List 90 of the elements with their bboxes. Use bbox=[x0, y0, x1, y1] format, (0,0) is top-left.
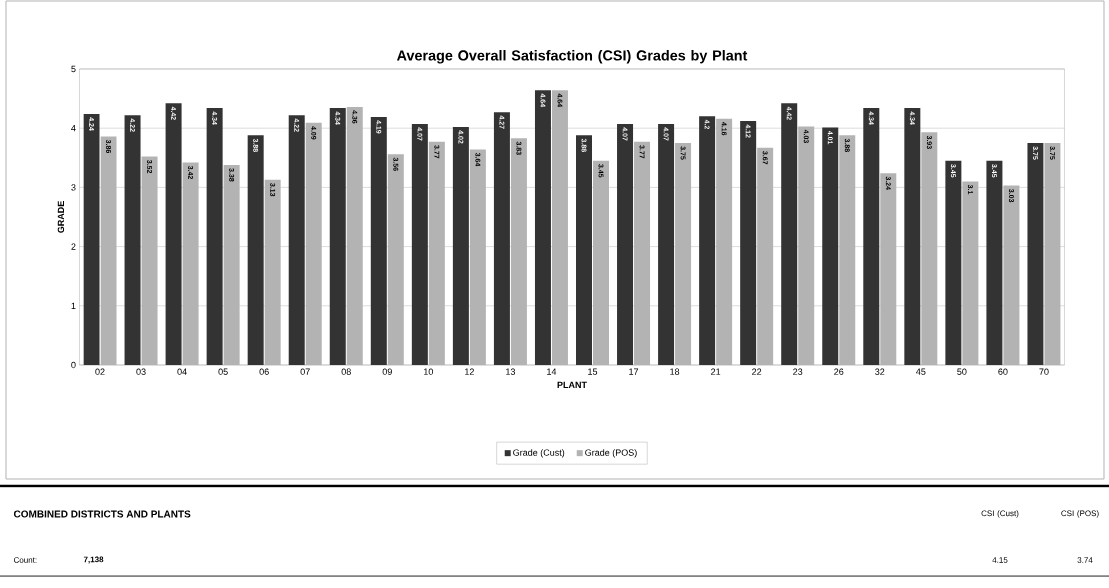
text: 7,138 bbox=[83, 556, 104, 564]
bar bbox=[986, 160, 1003, 365]
bar bbox=[551, 90, 568, 365]
bar bbox=[428, 141, 445, 365]
y-tick-label: 2 bbox=[71, 243, 76, 250]
x-tick-label: 45 bbox=[916, 368, 926, 375]
bar bbox=[863, 108, 880, 365]
bar bbox=[1003, 185, 1020, 365]
bar bbox=[247, 135, 264, 365]
x-tick-label: 06 bbox=[259, 368, 269, 375]
bar bbox=[740, 121, 757, 365]
bar bbox=[716, 118, 733, 365]
bar bbox=[206, 108, 223, 365]
text: CSI (POS) bbox=[1061, 510, 1099, 518]
bar bbox=[576, 135, 592, 365]
bar bbox=[1044, 143, 1061, 365]
bar bbox=[346, 106, 363, 365]
bar bbox=[288, 115, 305, 365]
y-tick-label: 1 bbox=[71, 302, 76, 309]
x-tick-label: 08 bbox=[341, 368, 351, 375]
y-tick-label: 3 bbox=[71, 184, 76, 191]
legend-label: Grade (Cust) bbox=[513, 449, 565, 458]
bar bbox=[100, 136, 117, 365]
x-tick-label: 21 bbox=[711, 368, 721, 375]
bar bbox=[510, 138, 527, 365]
text: Count: bbox=[13, 557, 37, 563]
bar bbox=[124, 115, 141, 365]
y-tick-label: 5 bbox=[71, 65, 76, 73]
x-tick-label: 22 bbox=[752, 368, 762, 375]
chart-title: Average Overall Satisfaction (CSI) Grades by Plant bbox=[396, 49, 748, 64]
bar bbox=[493, 112, 510, 365]
x-tick-label: 17 bbox=[629, 368, 639, 375]
y-axis-title: GRADE bbox=[57, 201, 65, 233]
bar bbox=[182, 162, 199, 365]
x-tick-label: 70 bbox=[1039, 368, 1049, 375]
x-tick-label: 13 bbox=[506, 368, 516, 375]
x-tick-label: 26 bbox=[834, 368, 844, 375]
x-tick-label: 18 bbox=[670, 368, 680, 375]
bar bbox=[798, 126, 815, 365]
x-tick-label: 50 bbox=[957, 368, 967, 375]
bar bbox=[904, 108, 921, 365]
text: 4.15 bbox=[992, 557, 1008, 563]
x-tick-label: 23 bbox=[793, 368, 803, 375]
bar bbox=[658, 124, 675, 365]
x-tick-label: 32 bbox=[875, 368, 885, 375]
legend-label: Grade (POS) bbox=[585, 449, 637, 458]
bar bbox=[469, 149, 486, 365]
text: 3.74 bbox=[1077, 557, 1093, 563]
x-tick-label: 04 bbox=[177, 368, 187, 375]
x-tick-label: 09 bbox=[382, 368, 392, 375]
bar bbox=[945, 160, 962, 365]
x-tick-label: 02 bbox=[95, 368, 105, 375]
bar bbox=[165, 103, 182, 365]
bar bbox=[781, 103, 798, 365]
y-tick-label: 0 bbox=[71, 361, 76, 369]
bar bbox=[822, 127, 839, 365]
x-tick-label: 14 bbox=[547, 368, 557, 375]
bar bbox=[141, 156, 158, 365]
text: CSI (Cust) bbox=[981, 510, 1019, 518]
x-tick-label: 07 bbox=[300, 368, 310, 375]
x-tick-label: 05 bbox=[218, 368, 228, 375]
bar bbox=[839, 135, 856, 365]
x-tick-label: 60 bbox=[998, 368, 1008, 375]
bar bbox=[83, 113, 100, 365]
x-tick-label: 10 bbox=[424, 368, 433, 375]
bar bbox=[534, 90, 551, 365]
bar bbox=[305, 122, 322, 365]
bar bbox=[757, 147, 774, 365]
y-tick-label: 4 bbox=[71, 125, 76, 132]
bar bbox=[962, 181, 979, 365]
bar bbox=[921, 132, 938, 365]
bar bbox=[411, 124, 428, 365]
x-tick-label: 15 bbox=[588, 368, 598, 375]
bar bbox=[593, 160, 609, 365]
bar bbox=[370, 116, 387, 365]
bar bbox=[617, 124, 634, 365]
bar bbox=[1027, 143, 1044, 365]
bar bbox=[264, 179, 281, 365]
bar bbox=[329, 108, 346, 365]
text: COMBINED DISTRICTS AND PLANTS bbox=[13, 510, 191, 518]
bar bbox=[699, 116, 716, 365]
bar bbox=[675, 143, 692, 365]
x-tick-label: 03 bbox=[136, 368, 146, 375]
bar bbox=[452, 127, 469, 365]
x-axis-title: PLANT bbox=[557, 381, 587, 388]
bar bbox=[223, 164, 240, 365]
bar bbox=[387, 154, 404, 365]
bar bbox=[634, 141, 651, 365]
bar bbox=[880, 173, 897, 365]
x-tick-label: 12 bbox=[465, 368, 474, 375]
